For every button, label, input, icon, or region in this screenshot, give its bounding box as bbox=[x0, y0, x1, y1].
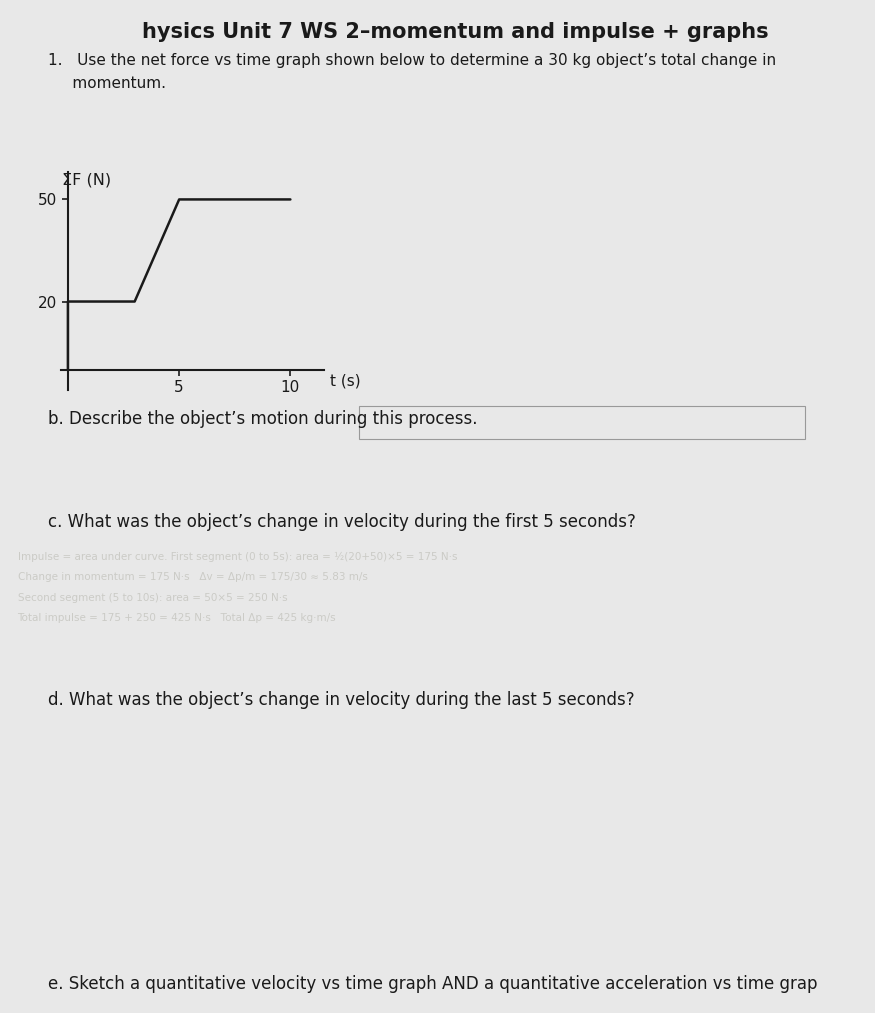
Text: Second segment (5 to 10s): area = 50×5 = 250 N·s: Second segment (5 to 10s): area = 50×5 =… bbox=[18, 593, 287, 603]
FancyBboxPatch shape bbox=[359, 406, 805, 439]
Text: t (s): t (s) bbox=[331, 374, 361, 389]
Text: Total impulse = 175 + 250 = 425 N·s   Total Δp = 425 kg·m/s: Total impulse = 175 + 250 = 425 N·s Tota… bbox=[18, 613, 336, 623]
Text: c. What was the object’s change in velocity during the first 5 seconds?: c. What was the object’s change in veloc… bbox=[48, 513, 636, 531]
Text: 1.   Use the net force vs time graph shown below to determine a 30 kg object’s t: 1. Use the net force vs time graph shown… bbox=[48, 53, 776, 68]
Text: e. Sketch a quantitative velocity vs time graph AND a quantitative acceleration : e. Sketch a quantitative velocity vs tim… bbox=[48, 975, 817, 993]
Text: Impulse = area under curve. First segment (0 to 5s): area = ½(20+50)×5 = 175 N·s: Impulse = area under curve. First segmen… bbox=[18, 552, 457, 562]
Text: d. What was the object’s change in velocity during the last 5 seconds?: d. What was the object’s change in veloc… bbox=[48, 691, 634, 709]
Text: momentum.: momentum. bbox=[48, 76, 166, 91]
Text: ΣF (N): ΣF (N) bbox=[62, 172, 111, 187]
Text: hysics Unit 7 WS 2–momentum and impulse + graphs: hysics Unit 7 WS 2–momentum and impulse … bbox=[142, 22, 768, 43]
Text: Change in momentum = 175 N·s   Δv = Δp/m = 175/30 ≈ 5.83 m/s: Change in momentum = 175 N·s Δv = Δp/m =… bbox=[18, 572, 367, 582]
Text: b. Describe the object’s motion during this process.: b. Describe the object’s motion during t… bbox=[48, 410, 478, 428]
